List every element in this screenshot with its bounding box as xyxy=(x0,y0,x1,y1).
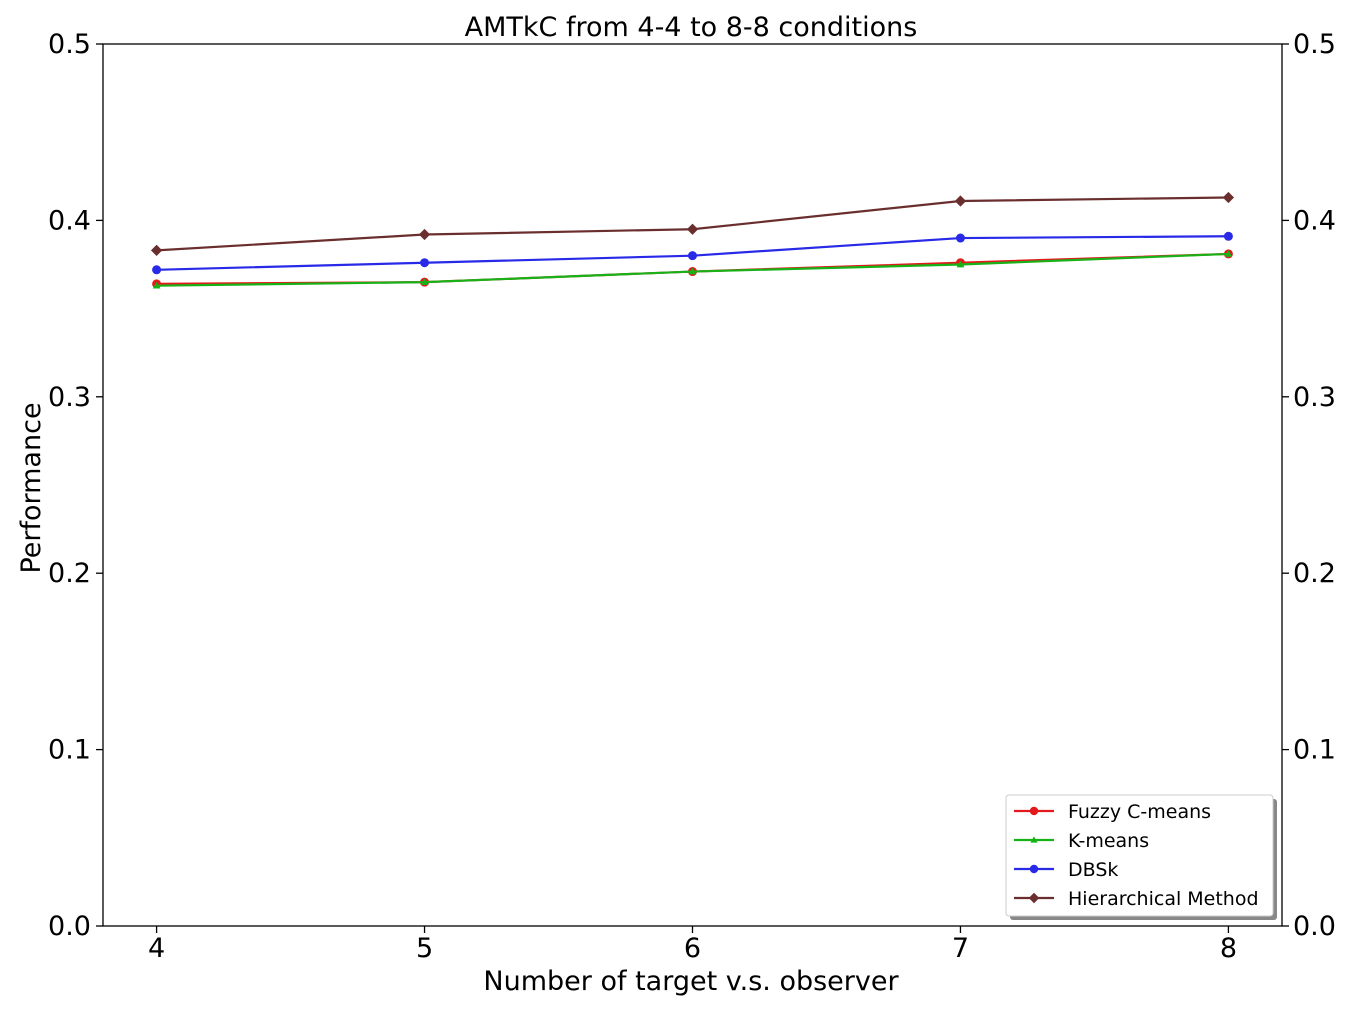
plot-area xyxy=(150,191,1235,289)
data-point xyxy=(152,265,162,275)
y-tick-label-right: 0.0 xyxy=(1293,911,1336,942)
legend-entry: DBSk xyxy=(1068,859,1118,881)
data-point xyxy=(152,281,161,289)
data-point xyxy=(420,258,430,268)
legend-marker xyxy=(1029,806,1039,816)
data-point xyxy=(418,228,431,241)
x-tick-label: 6 xyxy=(684,933,701,964)
data-point xyxy=(1223,231,1233,241)
y-tick-label-right: 0.5 xyxy=(1293,29,1336,60)
x-tick-label: 8 xyxy=(1220,933,1237,964)
x-tick-label: 4 xyxy=(148,933,165,964)
legend-box xyxy=(1005,794,1274,917)
data-point xyxy=(956,260,965,268)
data-point xyxy=(420,278,429,286)
data-point xyxy=(955,233,965,243)
legend-marker xyxy=(1030,836,1038,843)
data-point xyxy=(150,244,163,257)
y-tick-label: 0.1 xyxy=(48,735,91,766)
y-tick-label: 0.3 xyxy=(48,382,91,413)
data-point xyxy=(686,223,699,235)
y-tick-label-right: 0.3 xyxy=(1293,382,1336,413)
y-axis-label: Performance xyxy=(16,402,47,573)
legend-marker xyxy=(1028,892,1040,904)
y-tick-label-right: 0.1 xyxy=(1293,735,1336,766)
y-tick-label-right: 0.4 xyxy=(1293,205,1336,236)
series-hierarchical-method xyxy=(150,191,1235,257)
x-tick-label: 5 xyxy=(416,933,433,964)
y-tick-label: 0.4 xyxy=(48,205,91,236)
x-axis-label: Number of target v.s. observer xyxy=(483,966,899,997)
data-point xyxy=(1224,250,1233,257)
plot-frame xyxy=(102,43,1283,927)
data-point xyxy=(1222,191,1235,204)
data-point xyxy=(688,251,697,261)
data-point xyxy=(954,195,967,207)
y-axis-left: 0.0 0.1 0.2 0.3 0.4 0.5 xyxy=(48,29,103,942)
x-axis: 4 5 6 7 8 xyxy=(148,926,1237,964)
chart-title: AMTkC from 4-4 to 8-8 conditions xyxy=(465,12,918,43)
data-point xyxy=(688,267,697,275)
y-tick-label-right: 0.2 xyxy=(1293,558,1336,589)
legend-marker xyxy=(1029,864,1039,874)
series-k-means xyxy=(152,250,1233,289)
y-tick-label: 0.0 xyxy=(48,911,91,942)
legend-entry: Fuzzy C-means xyxy=(1068,801,1211,823)
legend: Fuzzy C-means K-means DBSk Hierarchical Met… xyxy=(1005,794,1277,920)
legend-entry: K-means xyxy=(1068,830,1149,852)
legend-entry: Hierarchical Method xyxy=(1068,888,1259,910)
x-tick-label: 7 xyxy=(952,933,969,964)
series-dbsk xyxy=(152,231,1233,275)
y-axis-right: 0.0 0.1 0.2 0.3 0.4 0.5 xyxy=(1282,29,1336,942)
y-tick-label: 0.5 xyxy=(48,29,91,60)
y-tick-label: 0.2 xyxy=(48,558,91,589)
